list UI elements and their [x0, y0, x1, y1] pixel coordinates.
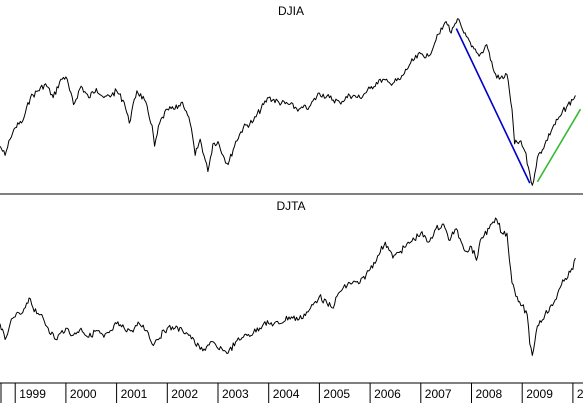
djta-series-0-price-line [0, 217, 576, 356]
djia-series-group [0, 18, 582, 186]
x-tick-label-2005: 2005 [323, 387, 350, 401]
djia-series-0-price-line [0, 18, 576, 186]
djia-series-1-trend-line [455, 28, 531, 184]
x-tick-label-2009: 2009 [526, 387, 553, 401]
x-tick-label-2007: 2007 [425, 387, 452, 401]
djta-panel-title: DJTA [276, 199, 305, 213]
djta-series-group [0, 217, 576, 356]
x-tick-label-1999: 1999 [19, 387, 46, 401]
x-tick-label-2004: 2004 [273, 387, 300, 401]
x-axis: 1999 2000 2001 2002 2003 2004 2005 2006 2007 2008… [0, 383, 583, 403]
x-tick-label-2006: 2006 [374, 387, 401, 401]
x-tick-label-2008: 2008 [476, 387, 503, 401]
x-tick-label-2001: 2001 [121, 387, 148, 401]
djia-series-2-trend-line [536, 108, 582, 183]
x-tick-label-2003: 2003 [222, 387, 249, 401]
x-tick-label-2010: 2010 [577, 387, 583, 401]
djia-panel-title: DJIA [278, 4, 304, 18]
x-tick-label-2000: 2000 [70, 387, 97, 401]
x-tick-label-2002: 2002 [171, 387, 198, 401]
